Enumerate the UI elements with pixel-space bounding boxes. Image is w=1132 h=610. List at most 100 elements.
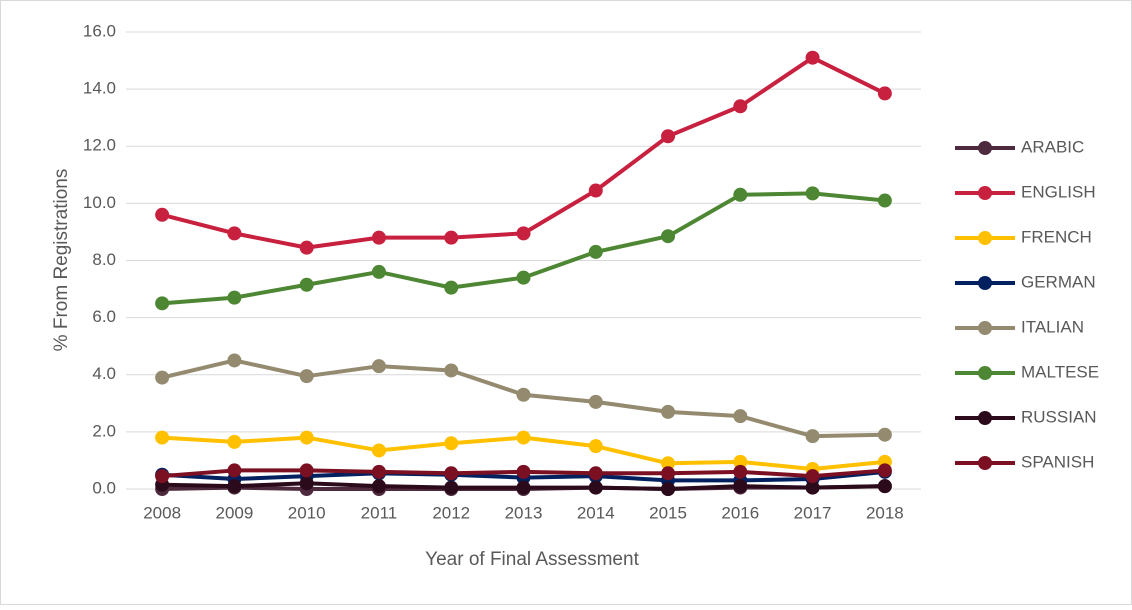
- data-point: [299, 240, 314, 255]
- x-tick-label: 2010: [288, 503, 326, 522]
- y-tick-label: 0.0: [92, 478, 116, 497]
- data-point: [299, 277, 314, 292]
- data-point: [661, 129, 676, 144]
- legend-swatch-dot: [978, 276, 992, 290]
- data-point: [661, 404, 676, 419]
- data-point: [371, 479, 386, 494]
- data-point: [371, 443, 386, 458]
- data-point: [227, 463, 242, 478]
- legend-swatch-dot: [978, 366, 992, 380]
- data-point: [588, 183, 603, 198]
- data-point: [371, 230, 386, 245]
- legend-label: RUSSIAN: [1021, 407, 1097, 426]
- data-point: [661, 466, 676, 481]
- data-point: [877, 193, 892, 208]
- legend-label: GERMAN: [1021, 272, 1096, 291]
- data-point: [155, 370, 170, 385]
- x-tick-label: 2008: [143, 503, 181, 522]
- data-point: [516, 226, 531, 241]
- legend-label: SPANISH: [1021, 452, 1094, 471]
- data-point: [805, 480, 820, 495]
- data-point: [444, 466, 459, 481]
- legend-swatch-dot: [978, 456, 992, 470]
- data-point: [733, 409, 748, 424]
- data-point: [805, 186, 820, 201]
- y-tick-label: 8.0: [92, 250, 116, 269]
- data-point: [661, 456, 676, 471]
- y-tick-label: 4.0: [92, 364, 116, 383]
- data-point: [444, 230, 459, 245]
- legend-swatch-dot: [978, 231, 992, 245]
- data-point: [444, 363, 459, 378]
- y-tick-label: 10.0: [83, 193, 116, 212]
- data-point: [877, 479, 892, 494]
- legend-label: ITALIAN: [1021, 317, 1084, 336]
- data-point: [155, 430, 170, 445]
- data-point: [877, 427, 892, 442]
- legend-label: FRENCH: [1021, 227, 1092, 246]
- data-point: [227, 479, 242, 494]
- data-point: [516, 430, 531, 445]
- data-point: [371, 464, 386, 479]
- data-point: [733, 187, 748, 202]
- y-tick-label: 14.0: [83, 79, 116, 98]
- x-tick-label: 2016: [721, 503, 759, 522]
- data-point: [733, 479, 748, 494]
- x-tick-label: 2013: [505, 503, 543, 522]
- data-point: [444, 480, 459, 495]
- data-point: [805, 429, 820, 444]
- data-point: [444, 280, 459, 295]
- legend-swatch-dot: [978, 141, 992, 155]
- data-point: [516, 464, 531, 479]
- data-point: [155, 296, 170, 311]
- y-tick-label: 6.0: [92, 307, 116, 326]
- data-point: [227, 290, 242, 305]
- data-point: [661, 229, 676, 244]
- x-tick-label: 2017: [794, 503, 832, 522]
- data-point: [299, 430, 314, 445]
- data-point: [299, 463, 314, 478]
- x-tick-label: 2015: [649, 503, 687, 522]
- data-point: [155, 207, 170, 222]
- data-point: [588, 439, 603, 454]
- data-point: [299, 476, 314, 491]
- legend-label: ENGLISH: [1021, 182, 1096, 201]
- data-point: [371, 264, 386, 279]
- x-tick-label: 2014: [577, 503, 615, 522]
- data-point: [733, 454, 748, 469]
- data-point: [299, 369, 314, 384]
- data-point: [588, 244, 603, 259]
- y-axis-label: % From Registrations: [51, 169, 72, 352]
- data-point: [588, 466, 603, 481]
- y-tick-label: 16.0: [83, 21, 116, 40]
- x-tick-label: 2009: [215, 503, 253, 522]
- data-point: [155, 469, 170, 484]
- legend-label: ARABIC: [1021, 137, 1084, 156]
- x-tick-label: 2011: [361, 503, 398, 522]
- x-axis-label: Year of Final Assessment: [425, 549, 639, 570]
- data-point: [227, 353, 242, 368]
- data-point: [877, 463, 892, 478]
- data-point: [444, 436, 459, 451]
- data-point: [516, 270, 531, 285]
- legend-swatch-dot: [978, 186, 992, 200]
- data-point: [516, 480, 531, 495]
- data-point: [516, 387, 531, 402]
- y-tick-label: 2.0: [92, 421, 116, 440]
- x-tick-label: 2012: [432, 503, 470, 522]
- y-tick-label: 12.0: [83, 136, 116, 155]
- data-point: [877, 86, 892, 101]
- x-tick-label: 2018: [866, 503, 904, 522]
- data-point: [588, 480, 603, 495]
- data-point: [733, 99, 748, 114]
- data-point: [733, 464, 748, 479]
- data-point: [371, 359, 386, 374]
- data-point: [588, 394, 603, 409]
- data-point: [227, 226, 242, 241]
- data-point: [805, 469, 820, 484]
- data-point: [805, 50, 820, 65]
- legend-swatch-dot: [978, 321, 992, 335]
- legend-label: MALTESE: [1021, 362, 1099, 381]
- legend-swatch-dot: [978, 411, 992, 425]
